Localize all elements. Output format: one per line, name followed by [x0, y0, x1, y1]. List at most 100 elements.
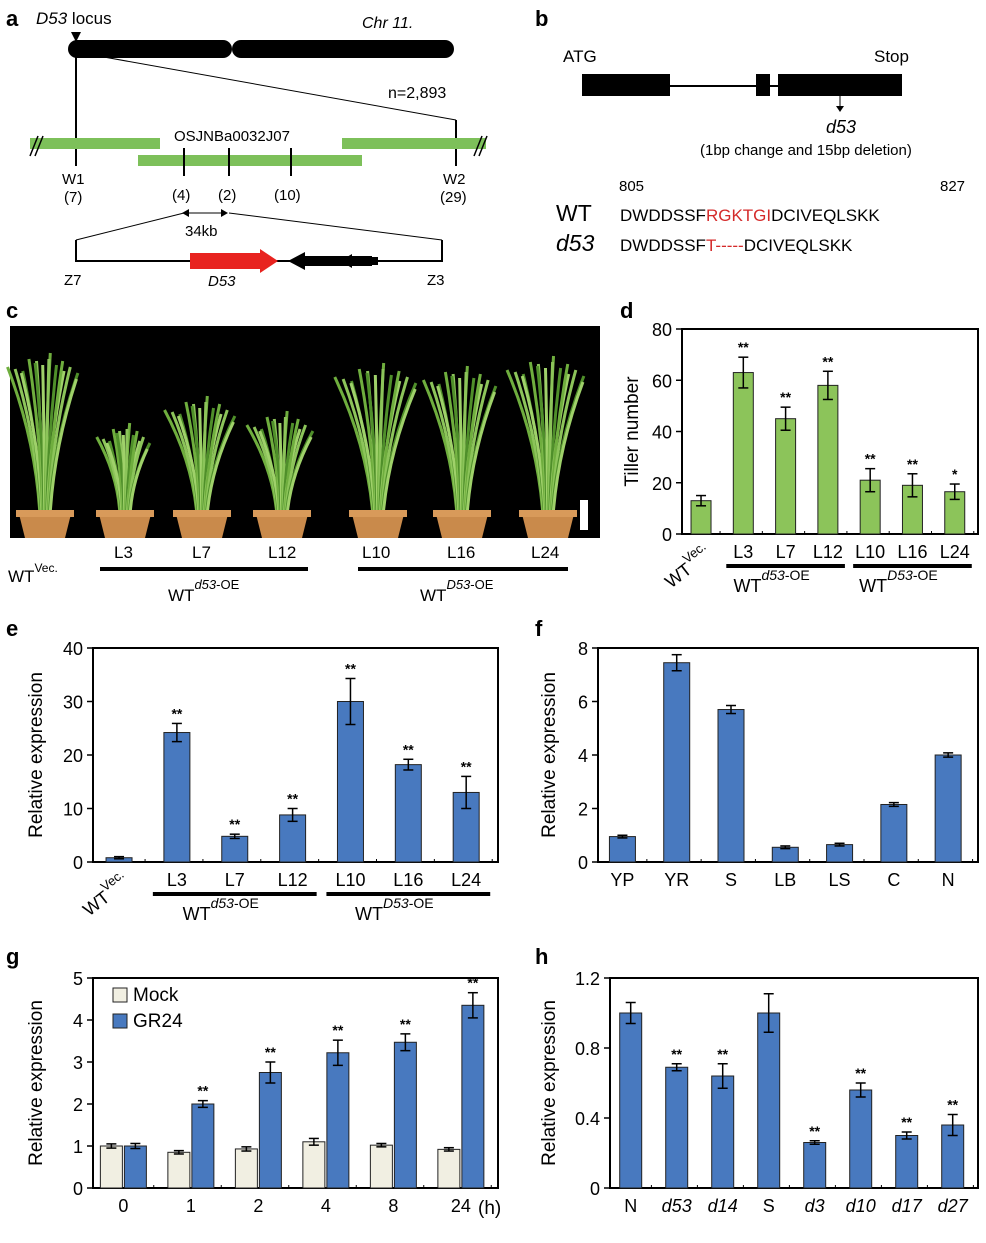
c-wt-label: WTVec.	[8, 561, 58, 586]
significance-mark: **	[345, 660, 356, 676]
x-category-label: LS	[829, 870, 851, 890]
significance-mark: **	[671, 1046, 682, 1062]
marker-w1-count: (7)	[64, 189, 82, 206]
significance-mark: **	[907, 456, 918, 472]
x-category-label: S	[763, 1196, 775, 1216]
bar	[123, 1145, 147, 1189]
bar	[221, 835, 249, 863]
plant-pot	[436, 514, 488, 538]
marker-3-count: (2)	[218, 187, 236, 204]
x-category-label: WTVec.	[76, 867, 134, 920]
x-category-label: d53	[662, 1196, 692, 1216]
stop-codon-label: Stop	[874, 47, 909, 66]
x-category-label: d3	[805, 1196, 825, 1216]
bar	[757, 1012, 781, 1189]
legend-entry: Mock	[133, 985, 179, 1006]
group-label: WTD53-OE	[859, 567, 938, 596]
y-tick-label: 0	[73, 853, 83, 873]
seq-position-end: 827	[940, 178, 965, 195]
panel-d-letter: d	[620, 298, 633, 323]
bar	[437, 1148, 461, 1189]
legend-entry: GR24	[133, 1011, 183, 1032]
panel-a: a D53 locus Chr 11. n=2,893 OSJNBa0032J0…	[6, 6, 488, 290]
y-tick-label: 0	[590, 1179, 600, 1199]
plant-leaf	[128, 448, 149, 517]
group-label-base: WT	[355, 904, 383, 924]
y-tick-label: 5	[73, 969, 83, 989]
x-category-label: L24	[940, 542, 970, 562]
x-category-label: L3	[733, 542, 753, 562]
plant-4	[245, 410, 315, 538]
distance-arrow-right-icon	[221, 209, 228, 217]
group-label: WTd53-OE	[183, 895, 259, 924]
plant-photo-content	[6, 352, 586, 538]
bar	[326, 1052, 350, 1189]
wt-seq-post: DCIVEQLSKK	[771, 206, 880, 225]
panel-e-letter: e	[6, 616, 18, 641]
y-tick-label: 10	[63, 800, 83, 820]
start-codon-label: ATG	[563, 47, 597, 66]
y-tick-label: 0.4	[575, 1109, 600, 1129]
plant-leaf	[205, 421, 235, 517]
significance-mark: **	[171, 705, 182, 721]
panel-f-letter: f	[535, 616, 543, 641]
significance-mark: **	[822, 353, 833, 369]
panel-h-letter: h	[535, 944, 548, 969]
group-label-base: WT	[733, 576, 761, 596]
x-category-label: LB	[774, 870, 796, 890]
region-right-marker: Z3	[427, 272, 445, 289]
significance-mark: **	[738, 339, 749, 355]
group-bar	[853, 564, 972, 568]
chromosome-left-arm	[68, 40, 232, 58]
x-category-label: d10	[846, 1196, 876, 1216]
plant-pot-rim	[253, 510, 311, 517]
mut-seq-highlight: T	[706, 236, 716, 255]
y-tick-label: 2	[578, 800, 588, 820]
x-category-label: 4	[321, 1196, 331, 1216]
x-category-label: d17	[892, 1196, 923, 1216]
chart-tissue-expression: 0 2 4 6 8 Relative expression YP YR S LB LS C N	[539, 639, 979, 890]
y-tick-label: 0	[662, 525, 672, 545]
mutant-allele-label: d53	[826, 117, 856, 137]
wt-sequence: DWDDSSFRGKTGIDCIVEQLSKK	[620, 206, 880, 225]
bar	[394, 764, 422, 863]
group-label-sup-italic: d53	[211, 895, 235, 911]
y-tick-label: 4	[578, 746, 588, 766]
wt-seq-pre: DWDDSSF	[620, 206, 706, 225]
plant-pot	[19, 514, 71, 538]
y-tick-label: 20	[652, 474, 672, 494]
exon-1	[582, 74, 670, 96]
x-category-label: L16	[897, 542, 927, 562]
bac-contig-3	[342, 138, 486, 149]
c-line-L10: L10	[362, 543, 390, 562]
mutation-arrow-icon	[836, 106, 844, 112]
group-label-base: WT	[859, 576, 887, 596]
significance-mark: **	[865, 451, 876, 467]
locus-arrow-icon	[71, 32, 81, 42]
group-label-sup-rest: -OE	[409, 895, 434, 911]
c-wt-base: WT	[8, 567, 34, 586]
x-category-label: L12	[813, 542, 843, 562]
significance-mark: **	[717, 1046, 728, 1062]
gene-arrow-black-2-icon	[340, 254, 378, 268]
chromosome-right-arm	[232, 40, 454, 58]
c-group2-sup-rest: -OE	[470, 577, 493, 592]
legend-swatch	[112, 987, 128, 1003]
zoom2-line-right	[228, 212, 443, 241]
x-category-label: YP	[610, 870, 634, 890]
bar	[663, 662, 691, 863]
break-mark-right-icon	[473, 135, 488, 157]
bac-clone-label: OSJNBa0032J07	[174, 128, 290, 145]
bac-contig-2	[138, 155, 362, 166]
y-tick-label: 80	[652, 320, 672, 340]
significance-mark: **	[855, 1065, 866, 1081]
x-category-label: 0	[118, 1196, 128, 1216]
plant-2	[95, 422, 154, 538]
mutant-seq-label: d53	[556, 230, 595, 256]
c-group1-base: WT	[168, 586, 194, 605]
group-label-sup-italic: D53	[887, 567, 913, 583]
plot-frame	[92, 977, 499, 1189]
plant-pot-rim	[433, 510, 491, 517]
